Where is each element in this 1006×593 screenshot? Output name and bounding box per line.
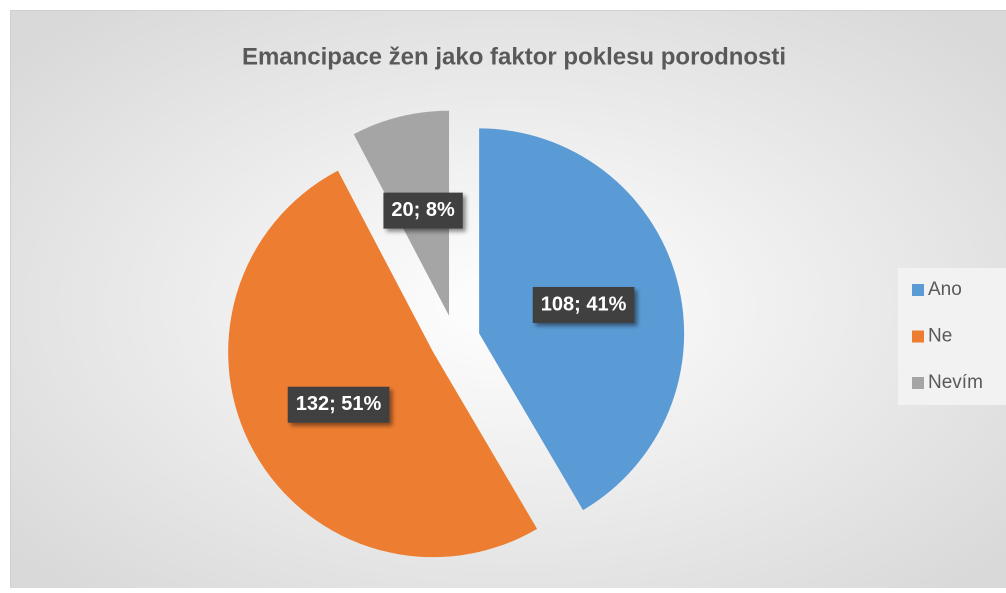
legend-swatch — [912, 331, 924, 343]
legend-swatch — [912, 284, 924, 296]
legend-label: Ano — [928, 279, 962, 300]
legend-label: Ne — [928, 326, 952, 347]
legend-label: Nevím — [928, 372, 983, 393]
legend-swatch — [912, 377, 924, 389]
data-label: 108; 41% — [541, 293, 627, 315]
data-label: 132; 51% — [296, 393, 382, 415]
chart-title: Emancipace žen jako faktor poklesu porod… — [242, 43, 786, 70]
data-label: 20; 8% — [391, 199, 455, 221]
